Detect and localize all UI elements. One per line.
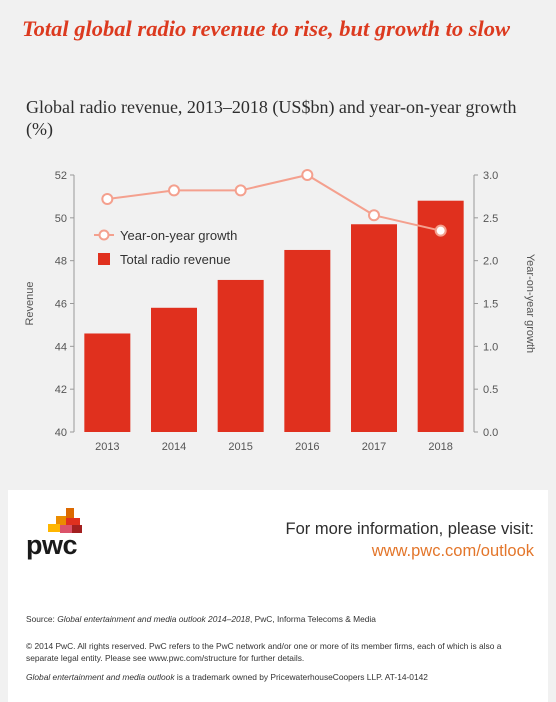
copyright-note: © 2014 PwC. All rights reserved. PwC ref… — [26, 641, 502, 663]
right-tick-label: 2.0 — [483, 256, 498, 268]
left-tick-label: 48 — [55, 256, 67, 268]
source-prefix: Source: — [26, 614, 58, 624]
footer-panel: pwc For more information, please visit: … — [8, 490, 548, 702]
revenue-bar — [151, 307, 197, 432]
revenue-bar — [84, 333, 131, 432]
growth-point — [301, 169, 314, 181]
growth-point — [101, 192, 114, 205]
growth-point — [234, 184, 247, 197]
left-tick-label: 46 — [55, 299, 67, 311]
left-tick-label: 42 — [55, 384, 67, 396]
left-tick-label: 52 — [55, 170, 67, 182]
chart-title: Total global radio revenue to rise, but … — [22, 16, 510, 41]
x-tick-label: 2016 — [295, 441, 319, 453]
chart-subtitle: Global radio revenue, 2013–2018 (US$bn) … — [26, 97, 517, 139]
right-tick-label: 0.0 — [483, 427, 498, 439]
growth-line — [107, 173, 441, 232]
growth-point — [434, 224, 447, 237]
revenue-bar — [284, 249, 331, 432]
legend-growth-label: Year-on-year growth — [120, 228, 237, 243]
y-axis-title: Revenue — [24, 281, 36, 325]
right-tick-label: 3.0 — [483, 170, 498, 182]
revenue-chart: 40 42 44 46 48 50 52 0.0 0.5 1.0 1.5 2.0 2.5 3.0 Reven… — [24, 169, 536, 453]
x-tick-label: 2015 — [228, 441, 252, 453]
x-tick-label: 2013 — [95, 441, 119, 453]
info-label: For more information, please visit: — [285, 520, 534, 538]
revenue-bar — [417, 200, 464, 432]
x-tick-label: 2014 — [162, 441, 186, 453]
y2-axis-title: Year-on-year growth — [524, 254, 536, 353]
growth-point — [368, 209, 380, 222]
source-note: Source: Global entertainment and media o… — [26, 614, 534, 626]
left-tick-label: 40 — [55, 427, 67, 439]
pwc-logo-text: pwc — [26, 530, 78, 560]
left-tick-label: 44 — [55, 341, 67, 353]
legend-revenue-label: Total radio revenue — [120, 252, 231, 267]
revenue-bar — [351, 224, 397, 432]
source-publishers: , PwC, Informa Telecoms & Media — [249, 614, 376, 624]
x-tick-label: 2017 — [362, 441, 386, 453]
legend-line-marker — [98, 229, 110, 241]
growth-point — [168, 184, 180, 197]
trademark-note: Global entertainment and media outlook i… — [26, 672, 534, 684]
revenue-bar — [217, 279, 264, 432]
right-tick-label: 1.0 — [483, 341, 498, 353]
right-tick-label: 2.5 — [483, 213, 498, 225]
legend-bar-swatch — [98, 253, 110, 265]
right-tick-label: 0.5 — [483, 384, 498, 396]
source-title: Global entertainment and media outlook 2… — [57, 614, 250, 624]
trademark-text: is a trademark owned by PricewaterhouseC… — [174, 672, 428, 682]
left-tick-label: 50 — [55, 213, 67, 225]
x-tick-label: 2018 — [428, 441, 452, 453]
trademark-title: Global entertainment and media outlook — [26, 672, 175, 682]
outlook-link[interactable]: www.pwc.com/outlook — [371, 542, 534, 560]
right-tick-label: 1.5 — [483, 299, 498, 311]
pwc-logo-icon — [48, 508, 82, 533]
